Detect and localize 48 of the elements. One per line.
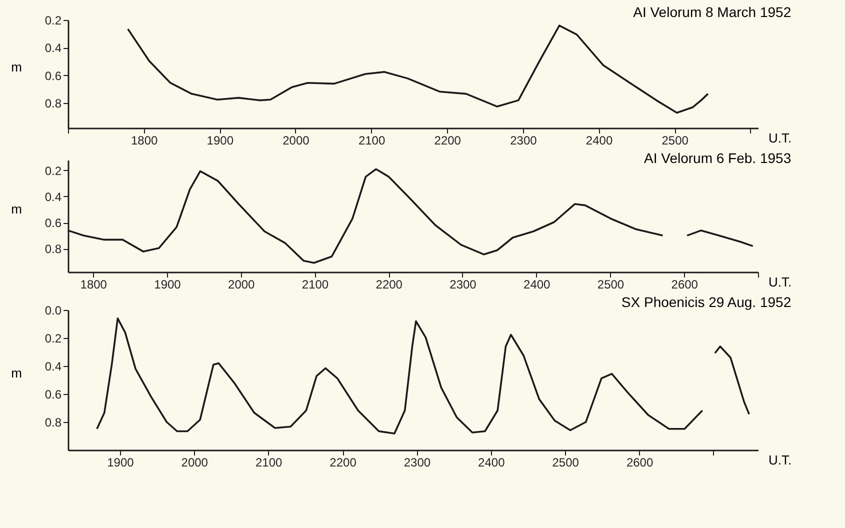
y-tick-label: 0.4	[44, 190, 62, 204]
y-tick-label: 0.6	[44, 388, 62, 402]
y-tick-label: 0.2	[44, 14, 62, 28]
x-tick-label: 1900	[206, 134, 234, 148]
y-axis-title: m	[11, 202, 22, 216]
chart-title: AI Velorum 6 Feb. 1953	[644, 150, 792, 166]
y-tick-label: 0.4	[44, 41, 62, 56]
x-tick-label: 1900	[154, 278, 182, 292]
y-tick-label: 0.6	[44, 68, 62, 83]
x-tick-label: 2000	[282, 134, 310, 148]
x-tick-label: 1800	[130, 134, 158, 148]
y-tick-label: 0.8	[44, 242, 62, 256]
y-tick-label: 0.6	[44, 216, 62, 230]
line-series	[127, 24, 709, 114]
x-tick-label: 2500	[662, 134, 689, 148]
y-tick-label: 0.2	[44, 332, 62, 346]
x-tick-label: 2500	[597, 278, 624, 292]
chart-title: SX Phoenicis 29 Aug. 1952	[621, 294, 792, 310]
y-tick-label: 0.8	[44, 416, 62, 430]
x-tick-label: 1900	[107, 456, 134, 470]
x-tick-label: 2200	[434, 134, 462, 148]
x-tick-label: 1800	[80, 278, 108, 292]
x-tick-label: 2100	[255, 456, 282, 470]
x-tick-label: 2600	[626, 456, 654, 470]
y-axis-title: m	[11, 60, 22, 74]
x-tick-label: 2200	[330, 456, 357, 470]
x-tick-label: 2000	[228, 278, 256, 292]
x-tick-label: 2300	[510, 134, 538, 148]
x-tick-label: 2400	[586, 134, 613, 148]
x-tick-label: 2100	[358, 134, 386, 148]
x-tick-label: 2500	[552, 456, 580, 470]
x-axis-title: U.T.	[768, 130, 792, 146]
y-tick-label: 0.8	[44, 96, 62, 111]
x-tick-label: 2000	[181, 456, 208, 470]
y-axis-title: m	[11, 366, 22, 380]
x-tick-label: 2600	[671, 278, 698, 292]
y-tick-label: 0.4	[44, 360, 62, 374]
x-tick-label: 2100	[302, 278, 329, 292]
x-tick-label: 2300	[404, 456, 431, 470]
x-tick-label: 2200	[376, 278, 403, 292]
x-tick-label: 2400	[524, 278, 551, 292]
chart-title: AI Velorum 8 March 1952	[633, 4, 792, 20]
x-axis-title: U.T.	[768, 274, 792, 290]
x-axis-title: U.T.	[768, 452, 792, 468]
x-tick-label: 2300	[450, 278, 477, 292]
y-tick-label: 0.2	[44, 164, 62, 178]
x-tick-label: 2400	[478, 456, 506, 470]
y-tick-label: 0.0	[44, 304, 62, 318]
